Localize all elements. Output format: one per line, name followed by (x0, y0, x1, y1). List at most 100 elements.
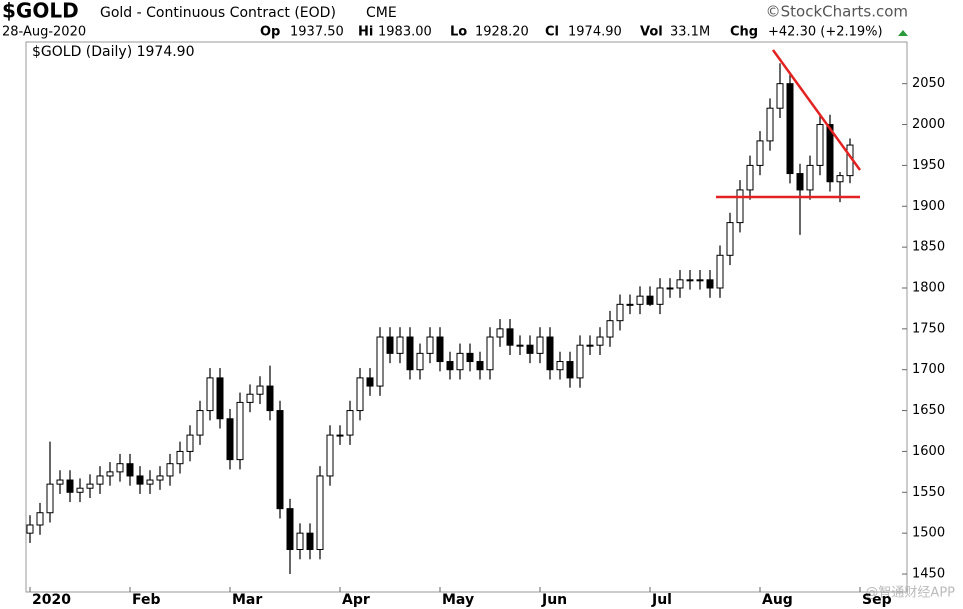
candle-body (326, 434, 334, 477)
candle-body (406, 336, 414, 371)
candle-body (346, 410, 354, 436)
stat-label: Lo (450, 25, 467, 40)
y-tick-label: 1800 (912, 280, 945, 295)
stat-value: 1928.20 (475, 25, 529, 40)
y-tick-label: 1450 (912, 567, 945, 582)
candle-body (746, 164, 754, 191)
candle-body (56, 479, 64, 485)
candle-body (356, 377, 364, 412)
up-arrow (898, 30, 908, 36)
candle-body (386, 336, 394, 354)
candle-body (66, 479, 74, 493)
candle-body (266, 385, 274, 412)
candle-body (626, 303, 634, 306)
y-tick-label: 1500 (912, 526, 945, 541)
x-tick-label: May (442, 592, 474, 608)
candle-body (466, 352, 474, 363)
candle-body (586, 344, 594, 347)
candle-body (26, 524, 34, 534)
candle-body (786, 83, 794, 175)
candle-body (306, 532, 314, 551)
y-tick-label: 1750 (912, 321, 945, 336)
candle-body (256, 385, 264, 395)
candle-body (496, 328, 504, 338)
plot-area (25, 41, 908, 593)
y-tick-label: 1900 (912, 199, 945, 214)
candle-body (836, 175, 844, 183)
candle-body (236, 401, 244, 461)
instrument-name: Gold - Continuous Contract (EOD) (100, 5, 336, 21)
candle-body (476, 361, 484, 371)
candle-body (686, 279, 694, 282)
exchange: CME (366, 5, 397, 21)
candle-body (166, 463, 174, 477)
stat-value: 1937.50 (290, 25, 344, 40)
candle-body (116, 463, 124, 473)
candle-body (766, 107, 774, 142)
candle-body (76, 487, 84, 493)
candle-body (126, 463, 134, 477)
candle-body (696, 279, 704, 282)
x-tick-label: Aug (762, 592, 793, 608)
stats: Op 1937.50 Hi 1983.00 Lo 1928.20 Cl 1974.90 Vol 3… (260, 25, 883, 40)
candle-body (316, 475, 324, 551)
candle-body (96, 475, 104, 485)
x-tick-label: 2020 (32, 592, 71, 608)
candle-body (826, 124, 834, 183)
candle-body (426, 336, 434, 354)
stat-label: Vol (640, 25, 663, 40)
candle-body (646, 295, 654, 305)
candle-body (816, 124, 824, 166)
candle-body (196, 410, 204, 436)
candle-body (456, 352, 464, 371)
candle-body (636, 295, 644, 305)
watermark: @智通财经APP (865, 586, 955, 601)
stat-value: +42.30 (+2.19%) (768, 25, 883, 40)
candle-body (516, 344, 524, 347)
x-tick-label: Mar (232, 592, 262, 608)
candle-body (596, 336, 604, 346)
candle-body (806, 164, 814, 191)
stat-label: Op (260, 25, 280, 40)
candle-body (36, 512, 44, 526)
stat-label: Cl (545, 25, 559, 40)
x-tick-label: Sep (862, 592, 892, 608)
source: ©StockCharts.com (766, 3, 908, 21)
x-tick-label: Jun (541, 592, 567, 608)
candle-body (396, 336, 404, 354)
candle-body (216, 377, 224, 420)
candle-body (436, 336, 444, 363)
candle-body (526, 344, 534, 354)
symbol: $GOLD (2, 0, 79, 23)
candle-body (556, 361, 564, 371)
stat-value: 1974.90 (568, 25, 622, 40)
candle-body (756, 140, 764, 166)
trendline-down (771, 49, 862, 171)
y-tick-label: 1950 (912, 158, 945, 173)
stat-label: Hi (358, 25, 373, 40)
candle-body (286, 508, 294, 551)
x-tick-label: Apr (342, 592, 370, 608)
candle-body (206, 377, 214, 412)
candle-body (576, 344, 584, 379)
candle-body (676, 279, 684, 289)
candle-body (246, 393, 254, 403)
candle-body (796, 173, 804, 191)
y-tick-label: 2000 (912, 117, 945, 132)
y-tick-label: 1700 (912, 362, 945, 377)
y-tick-label: 1650 (912, 403, 945, 418)
candle-body (616, 303, 624, 322)
candle-body (176, 450, 184, 465)
y-tick-label: 1550 (912, 485, 945, 500)
candle-body (106, 471, 114, 477)
candle-body (226, 418, 234, 461)
candle-body (296, 532, 304, 551)
candle-body (86, 483, 94, 489)
candle-body (336, 434, 344, 437)
candle-body (776, 83, 784, 109)
stat-label: Chg (730, 25, 758, 40)
candle-body (446, 361, 454, 371)
candle-body (486, 336, 494, 371)
